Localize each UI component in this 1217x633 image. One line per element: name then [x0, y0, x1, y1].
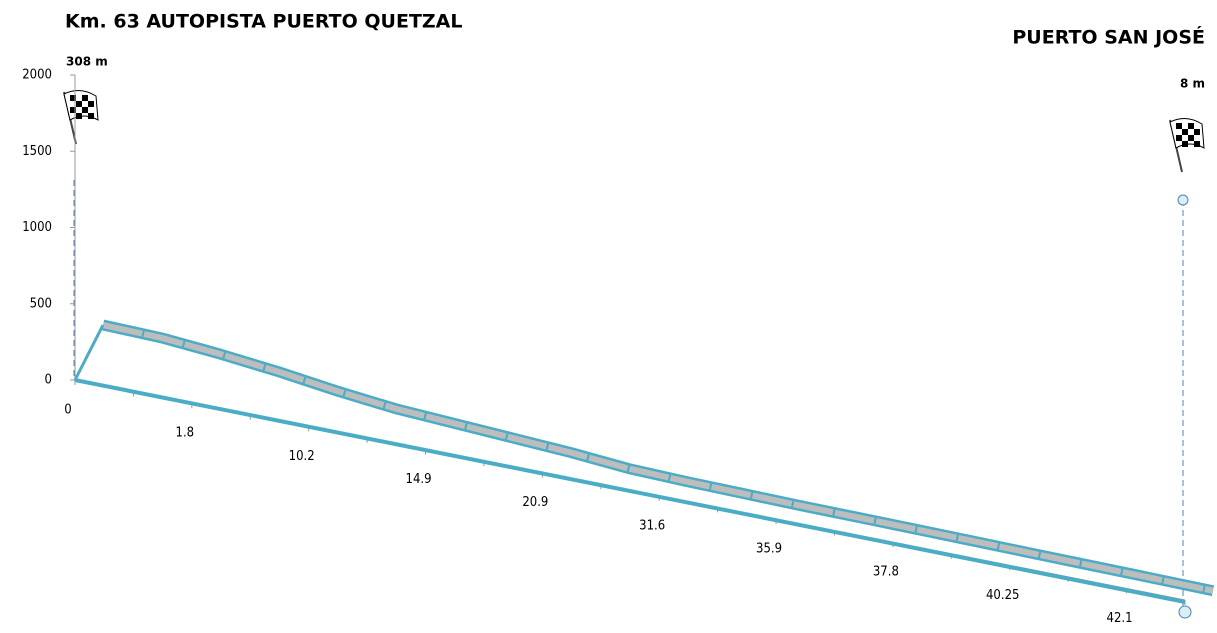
profile-side	[73, 324, 105, 381]
x-tick-label: 40.25	[986, 588, 1019, 603]
end-flag	[1169, 118, 1205, 173]
end-base-marker	[1178, 605, 1192, 619]
start-label: 308 m	[66, 55, 108, 69]
x-tick-label: 10.2	[289, 449, 315, 464]
x-tick-label: 0	[64, 403, 71, 418]
x-tick-label: 31.6	[639, 518, 665, 533]
y-tick-label: 1500	[22, 144, 52, 159]
x-tick-label: 1.8	[176, 426, 195, 441]
y-tick-label: 1000	[22, 220, 52, 235]
profile-line-base	[101, 319, 1215, 597]
y-tick-label: 2000	[22, 68, 52, 83]
end-title: PUERTO SAN JOSÉ	[1012, 26, 1205, 49]
x-tick-label: 37.8	[873, 565, 899, 580]
x-tick-label: 42.1	[1107, 611, 1133, 626]
chart-title: Km. 63 AUTOPISTA PUERTO QUETZAL	[65, 11, 463, 33]
y-tick-label: 500	[30, 296, 52, 311]
profile-floor	[74, 378, 1186, 604]
end-marker	[1177, 194, 1189, 206]
end-label: 8 m	[1180, 77, 1205, 91]
y-tick-label: 0	[45, 373, 52, 388]
start-flag	[63, 90, 99, 145]
x-tick-label: 14.9	[406, 472, 432, 487]
x-tick-label: 20.9	[522, 495, 548, 510]
profile-line	[102, 322, 1214, 594]
x-tick-label: 35.9	[756, 541, 782, 556]
